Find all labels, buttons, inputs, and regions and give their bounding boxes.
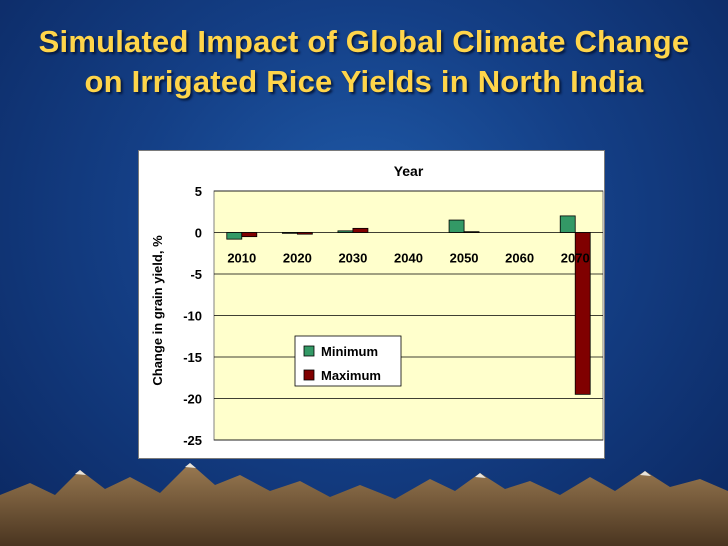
bar-minimum-2070 <box>559 215 576 233</box>
bar-chart: 5 0 -5 -10 -15 -20 -25 2010 2020 2030 2040 2050 2060… <box>150 163 604 448</box>
legend-label-maximum: Maximum <box>321 368 381 383</box>
y-tick-label: -15 <box>183 350 202 365</box>
legend-swatch-maximum <box>303 369 315 381</box>
bar-minimum-2030 <box>337 230 354 233</box>
chart-title: Year <box>394 163 424 179</box>
bar-minimum-2010 <box>226 232 243 240</box>
bar-minimum-2050 <box>448 219 465 233</box>
slide-title-line-2: on Irrigated Rice Yields in North India <box>84 64 644 99</box>
x-tick-label: 2060 <box>505 251 534 266</box>
bar-minimum-2020 <box>281 232 298 234</box>
slide-title: Simulated Impact of Global Climate Chang… <box>0 22 728 102</box>
mountain-range-decoration <box>0 463 728 546</box>
y-axis-label: Change in grain yield, % <box>150 235 165 386</box>
legend-swatch-minimum <box>303 345 315 357</box>
y-tick-label: -5 <box>190 267 202 282</box>
x-tick-label: 2040 <box>394 251 423 266</box>
x-tick-label: 2010 <box>227 251 256 266</box>
y-tick-label: -10 <box>183 309 202 324</box>
legend-label-minimum: Minimum <box>321 344 378 359</box>
bar-maximum-2050 <box>463 231 480 233</box>
bar-maximum-2010 <box>241 232 258 238</box>
x-tick-label: 2070 <box>561 251 590 266</box>
bar-maximum-2070 <box>574 232 591 395</box>
x-tick-label: 2020 <box>283 251 312 266</box>
y-tick-label: 5 <box>195 184 202 199</box>
x-tick-label: 2030 <box>338 251 367 266</box>
x-tick-label: 2050 <box>450 251 479 266</box>
y-tick-label: -25 <box>183 433 202 448</box>
bar-maximum-2030 <box>352 227 369 233</box>
bar-maximum-2020 <box>296 232 313 235</box>
y-tick-label: -20 <box>183 392 202 407</box>
y-tick-label: 0 <box>195 226 202 241</box>
slide-title-line-1: Simulated Impact of Global Climate Chang… <box>38 24 690 59</box>
chart-area: 5 0 -5 -10 -15 -20 -25 2010 2020 2030 2040 2050 2060… <box>138 150 605 459</box>
